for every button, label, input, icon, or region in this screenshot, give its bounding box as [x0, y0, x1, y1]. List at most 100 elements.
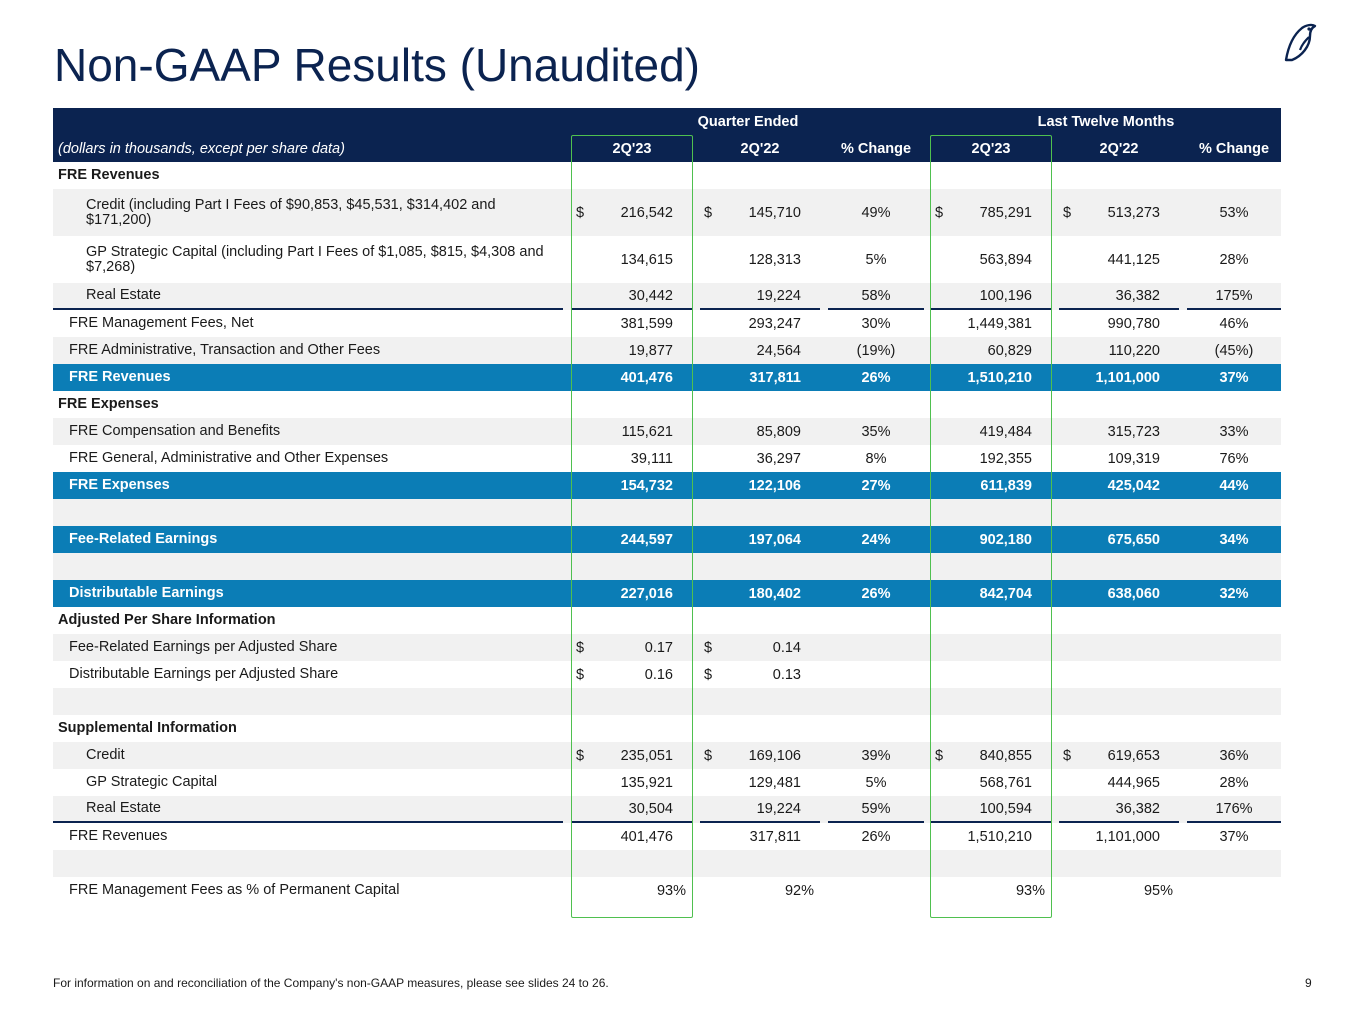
dollar-sign: $: [704, 204, 713, 221]
cell-value: 169,106: [748, 747, 801, 764]
cell-c5: 675,650: [1059, 526, 1179, 553]
cell-value: 30%: [861, 315, 891, 332]
table-row: Credit (including Part I Fees of $90,853…: [53, 189, 1281, 236]
cell-c1: 401,476: [572, 823, 692, 850]
cell-c2: 317,811: [700, 364, 820, 391]
footer-note: For information on and reconciliation of…: [53, 976, 609, 990]
cell-value: 122,106: [748, 477, 801, 494]
cell-value: 675,650: [1107, 531, 1160, 548]
cell-value: 619,653: [1107, 747, 1160, 764]
cell-value: 1,449,381: [967, 315, 1032, 332]
table-row: Distributable Earnings per Adjusted Shar…: [53, 661, 1281, 688]
row-label-text: FRE Management Fees as % of Permanent Ca…: [69, 882, 400, 899]
table-column-header-row: (dollars in thousands, except per share …: [53, 135, 1281, 162]
table-row: FRE Administrative, Transaction and Othe…: [53, 337, 1281, 364]
cell-value: 24%: [861, 531, 891, 548]
table-row: Adjusted Per Share Information: [53, 607, 1281, 634]
cell-value: 902,180: [979, 531, 1032, 548]
row-label: Real Estate: [53, 283, 563, 310]
cell-c4: 60,829: [931, 337, 1051, 364]
table-row: FRE Expenses: [53, 391, 1281, 418]
cell-value: 401,476: [620, 369, 673, 386]
cell-c6: 176%: [1187, 796, 1281, 823]
cell-c2: $0.13: [700, 661, 820, 688]
cell-c6: 46%: [1187, 310, 1281, 337]
cell-value: 60,829: [987, 342, 1032, 359]
row-label-text: FRE Compensation and Benefits: [69, 423, 281, 440]
cell-c5: 315,723: [1059, 418, 1179, 445]
row-label: FRE Revenues: [53, 823, 563, 850]
cell-c1: 115,621: [572, 418, 692, 445]
cell-value: 30,442: [628, 287, 673, 304]
table-row: Fee-Related Earnings per Adjusted Share $…: [53, 634, 1281, 661]
cell-c2: $145,710: [700, 189, 820, 236]
row-label-text: Distributable Earnings per Adjusted Shar…: [69, 666, 339, 683]
cell-value: 135,921: [620, 774, 673, 791]
dollar-sign: $: [704, 666, 713, 683]
cell-value: 235,051: [620, 747, 673, 764]
cell-value: 192,355: [979, 450, 1032, 467]
table-row: Distributable Earnings 227,016 180,402 26% 8…: [53, 580, 1281, 607]
cell-value: 36,297: [756, 450, 801, 467]
cell-c4: 1,510,210: [931, 823, 1051, 850]
table-row: Real Estate 30,504 19,224 59% 100,594 36,382 1…: [53, 796, 1281, 823]
cell-c3: 59%: [828, 796, 924, 823]
cell-value: 175%: [1215, 287, 1253, 304]
cell-c2: 122,106: [700, 472, 820, 499]
dollar-sign: $: [1063, 747, 1072, 764]
cell-value: 28%: [1219, 251, 1249, 268]
row-label-text: FRE Expenses: [58, 396, 159, 413]
cell-value: 293,247: [748, 315, 801, 332]
table-row: FRE Revenues 401,476 317,811 26% 1,510,210 1,…: [53, 823, 1281, 850]
cell-c2: 317,811: [700, 823, 820, 850]
table-row: FRE General, Administrative and Other Ex…: [53, 445, 1281, 472]
cell-value: 32%: [1219, 585, 1249, 602]
row-label: Adjusted Per Share Information: [53, 607, 563, 634]
cell-value: 76%: [1219, 450, 1249, 467]
cell-value: 8%: [865, 450, 887, 467]
cell-c3: 26%: [828, 364, 924, 391]
cell-c5: 110,220: [1059, 337, 1179, 364]
cell-c2: 19,224: [700, 283, 820, 310]
dollar-sign: $: [704, 639, 713, 656]
cell-c3: 5%: [828, 236, 924, 283]
row-label: FRE Management Fees as % of Permanent Ca…: [53, 877, 563, 904]
row-label: FRE Expenses: [53, 472, 563, 499]
row-label-text: GP Strategic Capital (including Part I F…: [86, 244, 544, 275]
page-number: 9: [1305, 976, 1312, 990]
cell-value: 53%: [1219, 204, 1249, 221]
cell-c4: 100,196: [931, 283, 1051, 310]
cell-c5: $619,653: [1059, 742, 1179, 769]
cell-value: 568,761: [979, 774, 1032, 791]
dollar-sign: $: [576, 204, 585, 221]
dollar-sign: $: [576, 639, 585, 656]
cell-value: 317,811: [749, 828, 801, 845]
cell-c6: 53%: [1187, 189, 1281, 236]
cell-value: 180,402: [748, 585, 801, 602]
cell-c3: 35%: [828, 418, 924, 445]
table-row: Real Estate 30,442 19,224 58% 100,196 36,382 1…: [53, 283, 1281, 310]
row-label: Credit: [53, 742, 563, 769]
cell-c4: 419,484: [931, 418, 1051, 445]
cell-value: 30,504: [628, 800, 673, 817]
cell-value: 425,042: [1107, 477, 1160, 494]
row-label: [53, 499, 563, 526]
cell-value: 441,125: [1107, 251, 1160, 268]
row-label-text: GP Strategic Capital: [86, 774, 218, 791]
dollar-sign: $: [935, 204, 944, 221]
table-row: [53, 688, 1281, 715]
cell-c3: 39%: [828, 742, 924, 769]
row-label-text: FRE General, Administrative and Other Ex…: [69, 450, 389, 467]
cell-c6: 28%: [1187, 769, 1281, 796]
cell-value: 109,319: [1107, 450, 1160, 467]
cell-c4: 568,761: [931, 769, 1051, 796]
row-label-text: Fee-Related Earnings: [69, 531, 218, 548]
row-label: Fee-Related Earnings: [53, 526, 563, 553]
cell-value: 27%: [861, 477, 891, 494]
cell-c1: 39,111: [572, 445, 692, 472]
cell-c1: 30,504: [572, 796, 692, 823]
cell-value: 401,476: [620, 828, 673, 845]
cell-value: 0.16: [644, 666, 673, 683]
cell-c6: 37%: [1187, 823, 1281, 850]
cell-c1: $216,542: [572, 189, 692, 236]
